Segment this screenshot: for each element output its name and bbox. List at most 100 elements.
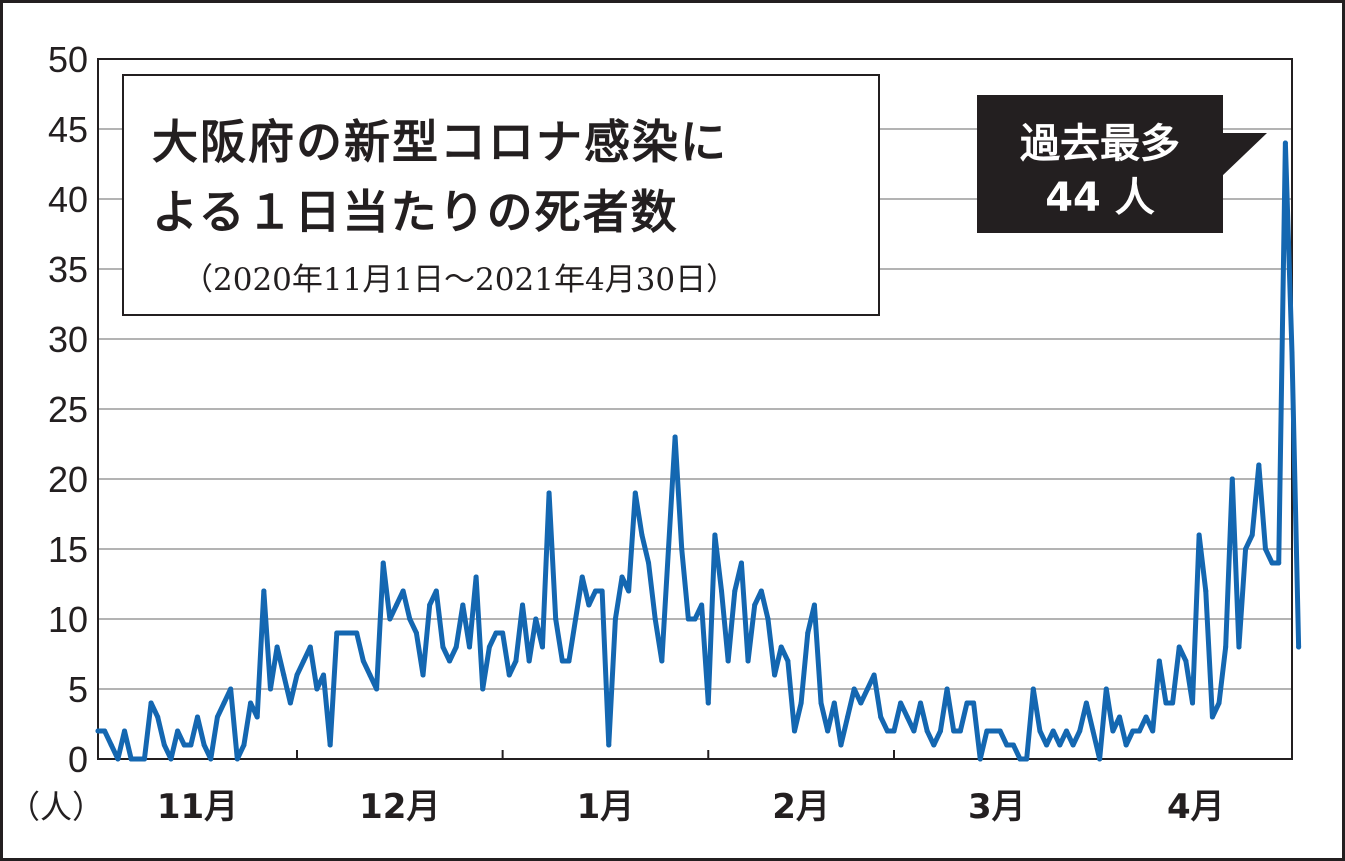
data-point: [652, 616, 658, 622]
data-point: [135, 756, 141, 762]
data-point: [420, 672, 426, 678]
callout-value: 44 人: [1045, 175, 1155, 221]
data-point: [924, 728, 930, 734]
data-point: [665, 546, 671, 552]
y-tick-label: 40: [48, 179, 88, 220]
data-point: [792, 728, 797, 734]
data-point: [427, 602, 433, 608]
data-point: [128, 756, 134, 762]
data-point: [904, 714, 910, 720]
data-point: [493, 630, 499, 636]
data-point: [586, 602, 592, 608]
data-point: [254, 714, 260, 720]
data-point: [380, 560, 386, 566]
data-point: [1176, 644, 1182, 650]
x-tick-label: 1月: [577, 787, 635, 827]
data-point: [559, 658, 565, 664]
data-point: [878, 714, 884, 720]
data-point: [539, 644, 545, 650]
data-point: [267, 686, 273, 692]
data-point: [745, 658, 751, 664]
data-point: [287, 700, 293, 706]
data-point: [1243, 546, 1249, 552]
data-point: [327, 742, 333, 748]
y-tick-label: 0: [68, 739, 88, 780]
data-point: [566, 658, 572, 664]
data-point: [612, 616, 618, 622]
callout-pointer: [1221, 133, 1267, 177]
data-point: [168, 756, 174, 762]
data-point: [546, 490, 552, 496]
data-point: [1077, 728, 1083, 734]
data-point: [738, 560, 744, 566]
data-point: [1010, 742, 1016, 748]
x-tick-label: 4月: [1167, 787, 1225, 827]
data-point: [845, 714, 851, 720]
data-point: [1289, 350, 1295, 356]
data-point: [108, 742, 114, 748]
data-point: [1030, 686, 1036, 692]
data-point: [1156, 658, 1162, 664]
data-point: [752, 602, 758, 608]
chart-title-line-1: 大阪府の新型コロナ感染に: [152, 115, 728, 169]
y-axis-unit-label: （人）: [8, 788, 104, 826]
data-point: [778, 644, 784, 650]
data-point: [672, 434, 678, 440]
data-point: [944, 686, 950, 692]
y-tick-labels: 0 5 10 15 20 25 30 35 40 45 50: [48, 39, 88, 780]
data-point: [175, 728, 181, 734]
data-point: [725, 658, 731, 664]
data-point: [931, 742, 937, 748]
data-point: [440, 644, 446, 650]
data-point: [181, 742, 187, 748]
peak-callout: 過去最多 44 人: [977, 95, 1223, 233]
data-point: [480, 686, 486, 692]
data-point: [858, 700, 864, 706]
data-point: [274, 644, 280, 650]
data-point: [758, 588, 764, 594]
data-point: [937, 728, 943, 734]
x-tick-label: 2月: [772, 787, 830, 827]
data-point: [374, 686, 380, 692]
data-point: [884, 728, 890, 734]
data-point: [785, 658, 791, 664]
series-line-deaths: [95, 140, 1302, 762]
data-point: [1044, 742, 1050, 748]
data-point: [447, 658, 453, 664]
data-point: [918, 700, 924, 706]
x-tick-label: 12月: [359, 787, 440, 827]
data-point: [407, 616, 413, 622]
data-point: [148, 700, 154, 706]
x-tick-labels: 11月 12月 1月 2月 3月 4月: [157, 750, 1225, 827]
data-point: [1236, 644, 1242, 650]
data-point: [1190, 700, 1195, 706]
data-point: [228, 686, 234, 692]
data-point: [321, 672, 327, 678]
data-point: [1183, 658, 1189, 664]
data-point: [453, 644, 459, 650]
data-point: [1296, 644, 1302, 650]
data-point: [1196, 532, 1202, 538]
data-point: [646, 560, 652, 566]
data-point: [871, 672, 877, 678]
data-point: [473, 574, 479, 580]
y-tick-label: 5: [68, 669, 88, 710]
data-point: [115, 756, 121, 762]
data-point: [685, 616, 691, 622]
data-point: [1037, 728, 1043, 734]
data-point: [1216, 700, 1222, 706]
data-point: [1256, 462, 1262, 468]
data-point: [573, 616, 579, 622]
data-point: [1229, 476, 1235, 482]
data-point: [466, 644, 472, 650]
data-point: [957, 728, 963, 734]
data-point: [241, 742, 247, 748]
y-tick-label: 35: [48, 249, 88, 290]
data-point: [639, 532, 645, 538]
data-point: [1163, 700, 1169, 706]
x-tick-label: 11月: [157, 787, 238, 827]
data-point: [805, 630, 811, 636]
data-point: [825, 728, 831, 734]
data-point: [1057, 742, 1063, 748]
y-tick-label: 10: [48, 599, 88, 640]
